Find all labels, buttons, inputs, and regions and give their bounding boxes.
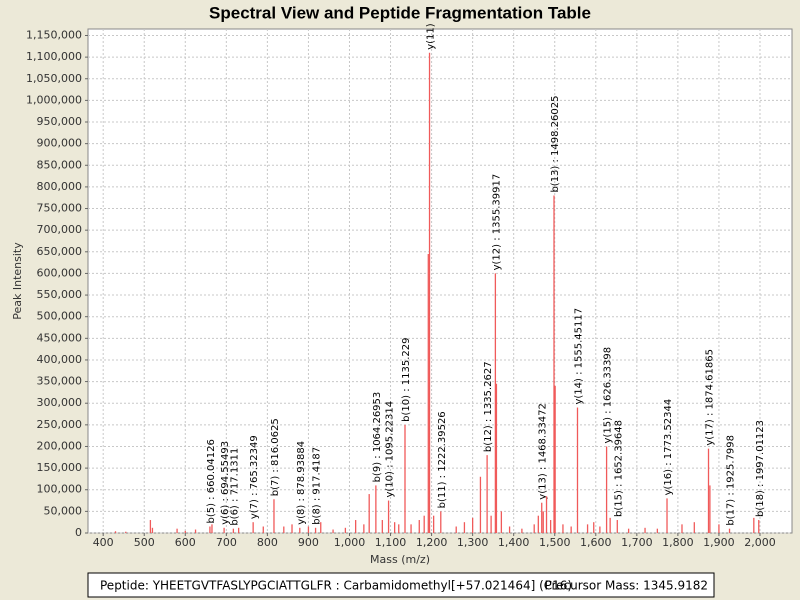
peak-label: y(13) : 1468.33472: [538, 403, 549, 500]
y-tick-label: 850,000: [37, 158, 83, 171]
x-axis-title: Mass (m/z): [370, 553, 430, 566]
x-tick-label: 1,500: [539, 536, 571, 549]
peak-label: y(16) : 1773.52344: [663, 399, 674, 496]
peak-label: b(18) : 1997.01123: [755, 420, 766, 517]
x-tick-label: 1,800: [662, 536, 694, 549]
x-tick-label: 600: [175, 536, 196, 549]
y-tick-label: 600,000: [37, 266, 83, 279]
footer-box: [87, 572, 715, 598]
y-tick-label: 200,000: [37, 439, 83, 452]
peak-label: b(15) : 1652.39648: [613, 420, 624, 517]
y-tick-label: 700,000: [37, 223, 83, 236]
x-tick-label: 1,100: [375, 536, 407, 549]
y-tick-label: 950,000: [37, 115, 83, 128]
y-tick-label: 0: [75, 526, 82, 539]
peak-label: y(10) : 1095.22314: [385, 401, 396, 498]
y-axis-title: Peak Intensity: [11, 242, 24, 320]
x-tick-label: 700: [216, 536, 237, 549]
peak-label: b(17) : 1925.7998: [726, 435, 737, 526]
y-tick-label: 350,000: [37, 375, 83, 388]
peak-label: y(15) : 1626.33398: [603, 347, 614, 444]
peak-label: y(6) : 694.55493: [220, 441, 231, 525]
x-tick-label: 500: [134, 536, 155, 549]
chart-title: Spectral View and Peptide Fragmentation …: [209, 3, 591, 22]
peak-label: b(7) : 816.0625: [270, 418, 281, 496]
y-tick-label: 400,000: [37, 353, 83, 366]
x-tick-label: 1,000: [334, 536, 366, 549]
y-tick-label: 1,150,000: [26, 28, 82, 41]
peak-label: b(9) : 1064.26953: [372, 392, 383, 483]
y-tick-label: 900,000: [37, 137, 83, 150]
y-tick-label: 100,000: [37, 483, 83, 496]
y-tick-label: 1,050,000: [26, 72, 82, 85]
y-tick-label: 500,000: [37, 310, 83, 323]
footer-precursor: Precursor Mass: 1345.9182: [544, 579, 708, 593]
x-tick-label: 1,700: [621, 536, 653, 549]
x-tick-label: 1,300: [457, 536, 489, 549]
peak-label: b(10) : 1135.229: [401, 338, 412, 422]
plot-area: [87, 28, 793, 534]
footer-peptide: Peptide: YHEETGVTFASLYPGCIATTGLFR : Carb…: [100, 579, 572, 593]
peak-label: b(6) : 717.1311: [229, 448, 240, 526]
y-tick-label: 550,000: [37, 288, 83, 301]
peak-label: b(12) : 1335.2627: [483, 361, 494, 452]
y-tick-label: 1,100,000: [26, 50, 82, 63]
x-tick-label: 800: [257, 536, 278, 549]
x-tick-label: 1,200: [416, 536, 448, 549]
x-tick-label: 1,900: [703, 536, 735, 549]
y-tick-label: 300,000: [37, 396, 83, 409]
peak-label: y(17) : 1874.61865: [705, 349, 716, 446]
x-tick-label: 1,600: [580, 536, 612, 549]
y-tick-label: 750,000: [37, 202, 83, 215]
y-tick-label: 1,000,000: [26, 93, 82, 106]
x-tick-label: 1,400: [498, 536, 530, 549]
peak-label: y(7) : 765.32349: [249, 435, 260, 519]
x-tick-label: 900: [298, 536, 319, 549]
y-tick-label: 150,000: [37, 461, 83, 474]
y-tick-label: 450,000: [37, 331, 83, 344]
y-tick-label: 50,000: [44, 504, 83, 517]
peak-label: b(13) : 1498.26025: [550, 96, 561, 193]
peak-label: b(8) : 917.4187: [312, 447, 323, 525]
x-tick-label: 2,000: [744, 536, 776, 549]
y-tick-label: 800,000: [37, 180, 83, 193]
peak-label: y(14) : 1555.45117: [573, 308, 584, 405]
y-tick-label: 250,000: [37, 418, 83, 431]
peak-label: b(11) : 1222.39526: [437, 411, 448, 508]
peak-label: y(8) : 878.93884: [296, 441, 307, 525]
x-tick-label: 400: [93, 536, 114, 549]
y-tick-label: 650,000: [37, 245, 83, 258]
peak-label: b(5) : 660.04126: [206, 439, 217, 523]
grid: [88, 29, 792, 534]
peak-label: y(12) : 1355.39917: [491, 174, 502, 271]
peak-label: y(11): [426, 23, 437, 50]
